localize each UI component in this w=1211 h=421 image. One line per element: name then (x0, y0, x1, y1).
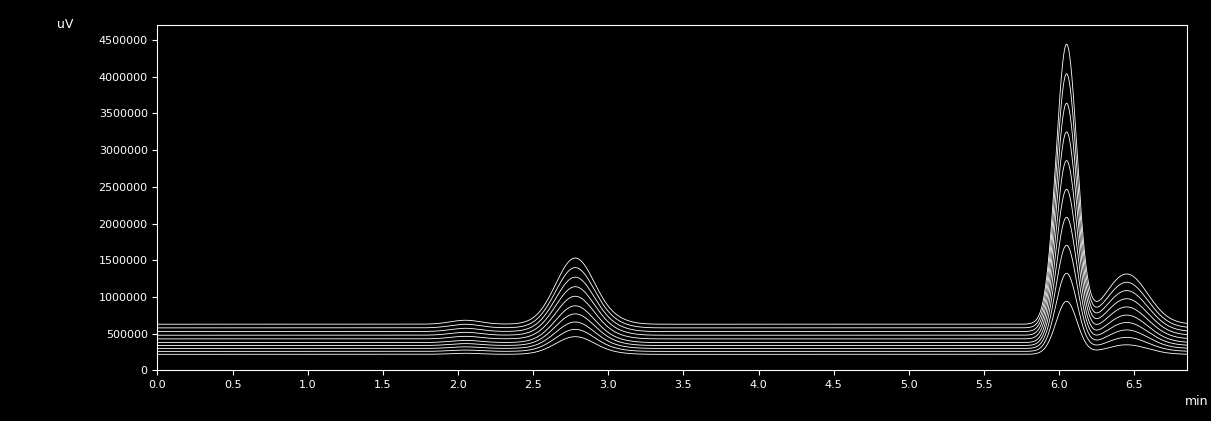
X-axis label: min: min (1186, 394, 1209, 408)
Y-axis label: uV: uV (57, 19, 73, 31)
